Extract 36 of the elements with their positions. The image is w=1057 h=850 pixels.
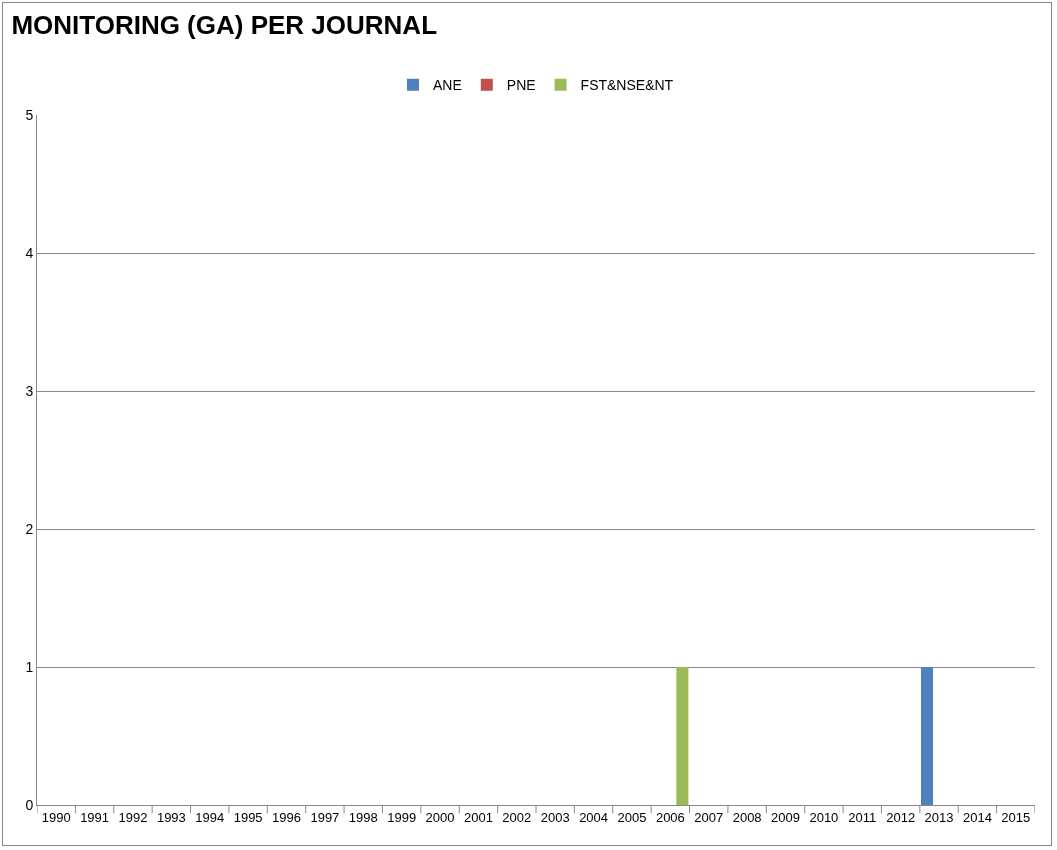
legend-label: FST&NSE&NT bbox=[580, 77, 674, 94]
x-tick-label: 2006 bbox=[655, 809, 685, 825]
x-tick-label: 2014 bbox=[962, 809, 992, 825]
x-tick-label: 2009 bbox=[771, 809, 800, 825]
x-tick-label: 1999 bbox=[387, 809, 417, 825]
y-tick-label: 0 bbox=[25, 796, 34, 813]
x-tick-label: 1997 bbox=[310, 809, 340, 825]
y-tick-label: 5 bbox=[25, 106, 34, 123]
x-tick-label: 2010 bbox=[809, 809, 839, 825]
x-tick-label: 2002 bbox=[502, 809, 532, 825]
x-tick-label: 2007 bbox=[694, 809, 724, 825]
x-tick-label: 2003 bbox=[540, 809, 570, 825]
legend-label: PNE bbox=[506, 77, 536, 94]
x-tick-label: 1990 bbox=[41, 809, 71, 825]
x-tick-label: 2004 bbox=[579, 809, 609, 825]
x-tick-label: 1993 bbox=[156, 809, 186, 825]
x-tick-label: 1995 bbox=[233, 809, 263, 825]
x-tick-label: 1991 bbox=[80, 809, 110, 825]
x-tick-label: 1994 bbox=[195, 809, 225, 825]
x-tick-label: 1996 bbox=[272, 809, 301, 825]
x-tick-label: 2001 bbox=[463, 809, 493, 825]
x-tick-label: 1998 bbox=[348, 809, 378, 825]
y-tick-label: 1 bbox=[25, 658, 34, 675]
x-tick-label: 1992 bbox=[118, 809, 148, 825]
x-tick-label: 2013 bbox=[924, 809, 954, 825]
x-tick-label: 2015 bbox=[1001, 809, 1031, 825]
x-tick-label: 2008 bbox=[732, 809, 762, 825]
chart-title: MONITORING (GA) PER JOURNAL bbox=[11, 9, 438, 40]
x-tick-label: 2005 bbox=[617, 809, 647, 825]
y-tick-label: 2 bbox=[25, 520, 34, 537]
x-tick-label: 2000 bbox=[425, 809, 455, 825]
y-tick-label: 4 bbox=[25, 244, 34, 261]
y-tick-label: 3 bbox=[25, 382, 34, 399]
legend-label: ANE bbox=[433, 77, 462, 94]
x-tick-label: 2012 bbox=[886, 809, 916, 825]
x-tick-label: 2011 bbox=[848, 809, 877, 825]
